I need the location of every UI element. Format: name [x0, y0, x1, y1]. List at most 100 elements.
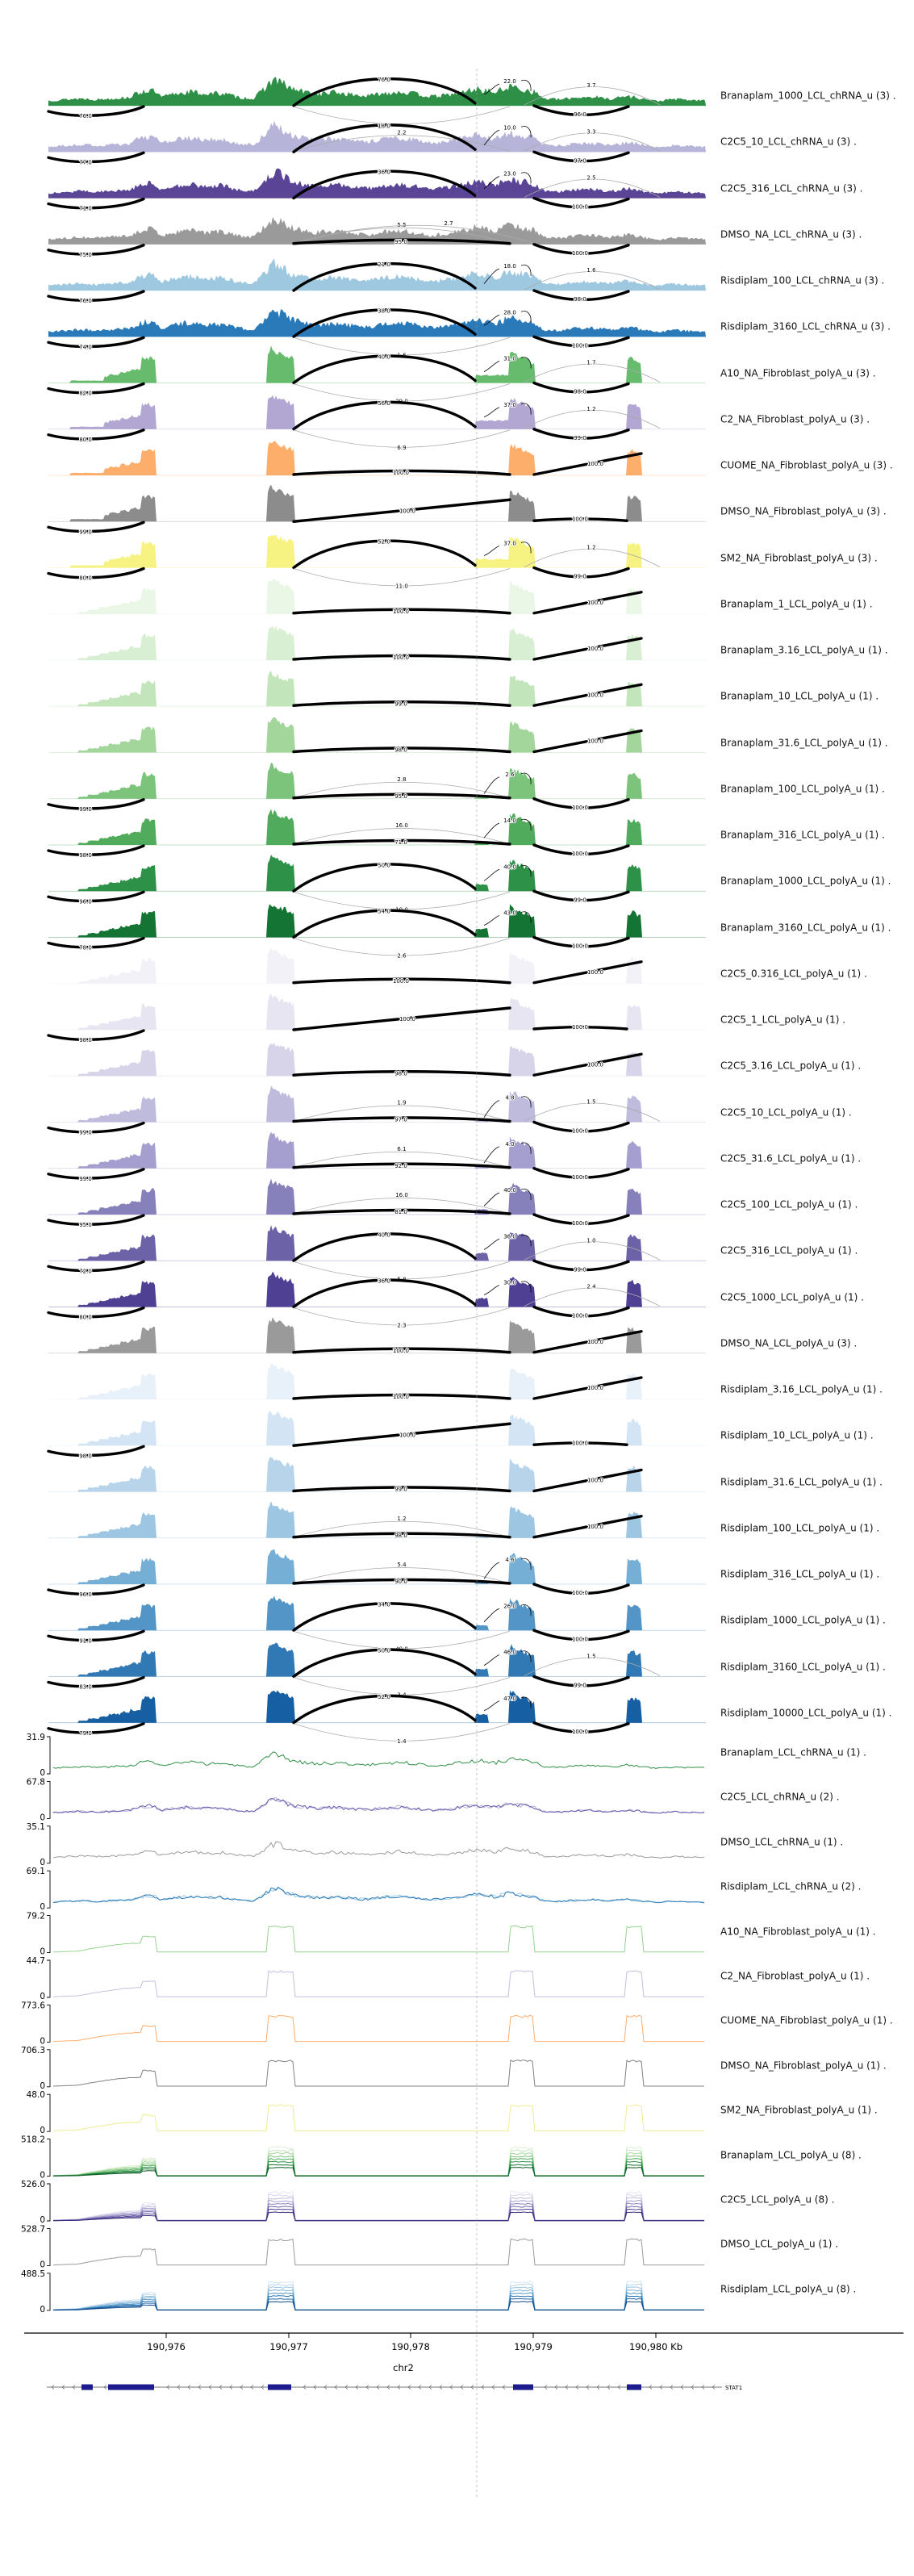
sashimi-track-row: 76.0 76.0 22.0 3.7 96.0	[47, 76, 706, 124]
coverage-area	[48, 1131, 706, 1169]
strand-arrow-icon	[208, 2385, 212, 2390]
junction-arc	[524, 363, 661, 383]
junction-arc	[47, 1722, 145, 1734]
junction-arc	[520, 818, 532, 831]
strand-arrow-icon	[659, 2385, 663, 2390]
strand-arrow-icon	[491, 2385, 495, 2390]
coverage-area	[48, 484, 706, 522]
y-axis-zero-label: 0	[40, 1947, 45, 1957]
junction-count-label: 18.0	[503, 263, 516, 270]
y-axis-zero-label: 0	[40, 2081, 45, 2091]
junction-arc	[292, 1006, 511, 1031]
junction-count-label: 23.0	[503, 171, 516, 178]
strand-arrow-icon	[617, 2385, 621, 2390]
coverage-area	[48, 1501, 706, 1538]
track-label: C2C5_0.316_LCL_polyA_u (1) .	[720, 968, 867, 980]
strand-arrow-icon	[303, 2385, 307, 2390]
junction-count-label: 54.0	[378, 909, 390, 915]
junction-arc	[292, 1278, 477, 1309]
y-axis-zero-label: 0	[40, 2260, 45, 2269]
sashimi-track-row: 98.0 100.0	[48, 1043, 706, 1077]
strand-arrow-icon	[460, 2385, 464, 2390]
junction-count-label: 100.0	[587, 646, 603, 652]
sashimi-track-row: 98.0 16.0 14.0 71.0 100.0	[47, 809, 706, 859]
junction-arc	[293, 1520, 511, 1538]
junction-arc	[47, 1629, 145, 1642]
y-axis-bracket	[47, 2093, 51, 2132]
y-axis-bracket	[47, 1915, 51, 1954]
coverage-area	[48, 762, 706, 799]
junction-arc	[532, 1515, 643, 1539]
junction-count-label: 96.0	[574, 111, 586, 118]
junction-count-label: 98.0	[394, 1533, 407, 1539]
strand-arrow-icon	[103, 2385, 107, 2390]
line-track-row: 488.50	[21, 2269, 704, 2315]
coverage-line	[52, 1925, 704, 1953]
line-track-row: 67.80	[27, 1777, 705, 1822]
track-label: Risdiplam_100_LCL_polyA_u (1) .	[720, 1522, 880, 1534]
junction-arc	[483, 1562, 500, 1579]
junction-count-label: 16.0	[395, 1192, 408, 1198]
track-label: Branaplam_10_LCL_polyA_u (1) .	[720, 690, 879, 702]
junction-count-label: 100.0	[572, 1313, 588, 1319]
junction-arc	[483, 407, 500, 418]
junction-count-label: 100.0	[587, 1478, 603, 1484]
coverage-area	[48, 1224, 706, 1261]
junction-count-label: 98.0	[79, 1037, 92, 1043]
junction-arc	[520, 1142, 532, 1154]
track-label: Branaplam_1000_LCL_chRNA_u (3) .	[720, 90, 896, 102]
junction-arc	[532, 104, 630, 117]
junction-arc	[292, 1694, 477, 1725]
coverage-area	[48, 345, 706, 383]
junction-arc	[292, 261, 477, 292]
junction-arc	[483, 1700, 500, 1712]
junction-arc	[292, 400, 477, 431]
junction-arc	[292, 1578, 511, 1585]
track-label: Branaplam_LCL_chRNA_u (1) .	[720, 1746, 866, 1758]
sashimi-track-row: 80.0 56.0 37.0 6.9 1.2 99.0	[47, 395, 706, 452]
junction-arc	[532, 960, 643, 985]
coverage-line	[52, 2197, 704, 2221]
track-label: Risdiplam_10_LCL_polyA_u (1) .	[720, 1429, 874, 1441]
junction-count-label: 98.0	[79, 852, 92, 859]
junction-arc	[532, 1330, 643, 1354]
junction-arc	[47, 890, 145, 903]
junction-arc	[532, 797, 630, 809]
sashimi-track-row: 82.040.0 31.029.01.798.0	[47, 345, 706, 406]
junction-arc	[293, 828, 511, 845]
junction-arc	[524, 409, 661, 429]
sashimi-track-row: 79.0 52.0 47.0 1.4 100.0	[47, 1690, 706, 1746]
junction-arc	[520, 126, 532, 138]
coverage-line	[52, 2238, 704, 2266]
strand-arrow-icon	[565, 2385, 569, 2390]
junction-count-label: 92.0	[394, 1163, 407, 1169]
junction-arc	[524, 178, 661, 198]
junction-arc	[532, 1675, 630, 1687]
track-label: Branaplam_100_LCL_polyA_u (1) .	[720, 783, 885, 795]
strand-arrow-icon	[365, 2385, 369, 2390]
strand-arrow-icon	[649, 2385, 653, 2390]
junction-arc	[292, 238, 511, 245]
junction-arc	[47, 290, 145, 302]
junction-count-label: 52.0	[378, 1694, 390, 1700]
coverage-line	[52, 2104, 704, 2131]
junction-count-label: 43.0	[503, 910, 516, 917]
junction-count-label: 100.0	[572, 1174, 588, 1181]
sashimi-track-row: 98.0 100.0	[48, 717, 706, 755]
coverage-area	[48, 216, 706, 245]
junction-arc	[483, 822, 500, 838]
junction-arc	[47, 936, 145, 949]
coverage-line	[52, 1970, 704, 1997]
junction-arc	[292, 1116, 511, 1123]
coverage-area	[48, 1411, 706, 1446]
strand-arrow-icon	[575, 2385, 579, 2390]
junction-count-label: 98.0	[79, 1453, 92, 1459]
junction-arc	[293, 1723, 511, 1742]
junction-arc	[532, 196, 630, 209]
coverage-line	[53, 2211, 704, 2222]
junction-count-label: 99.0	[79, 529, 92, 535]
junction-arc	[532, 335, 630, 348]
junction-arc	[47, 429, 145, 441]
sashimi-track-row: 80.0 52.0 37.0 11.0 1.2 99.0	[47, 534, 706, 591]
y-axis-zero-label: 0	[40, 1858, 45, 1867]
